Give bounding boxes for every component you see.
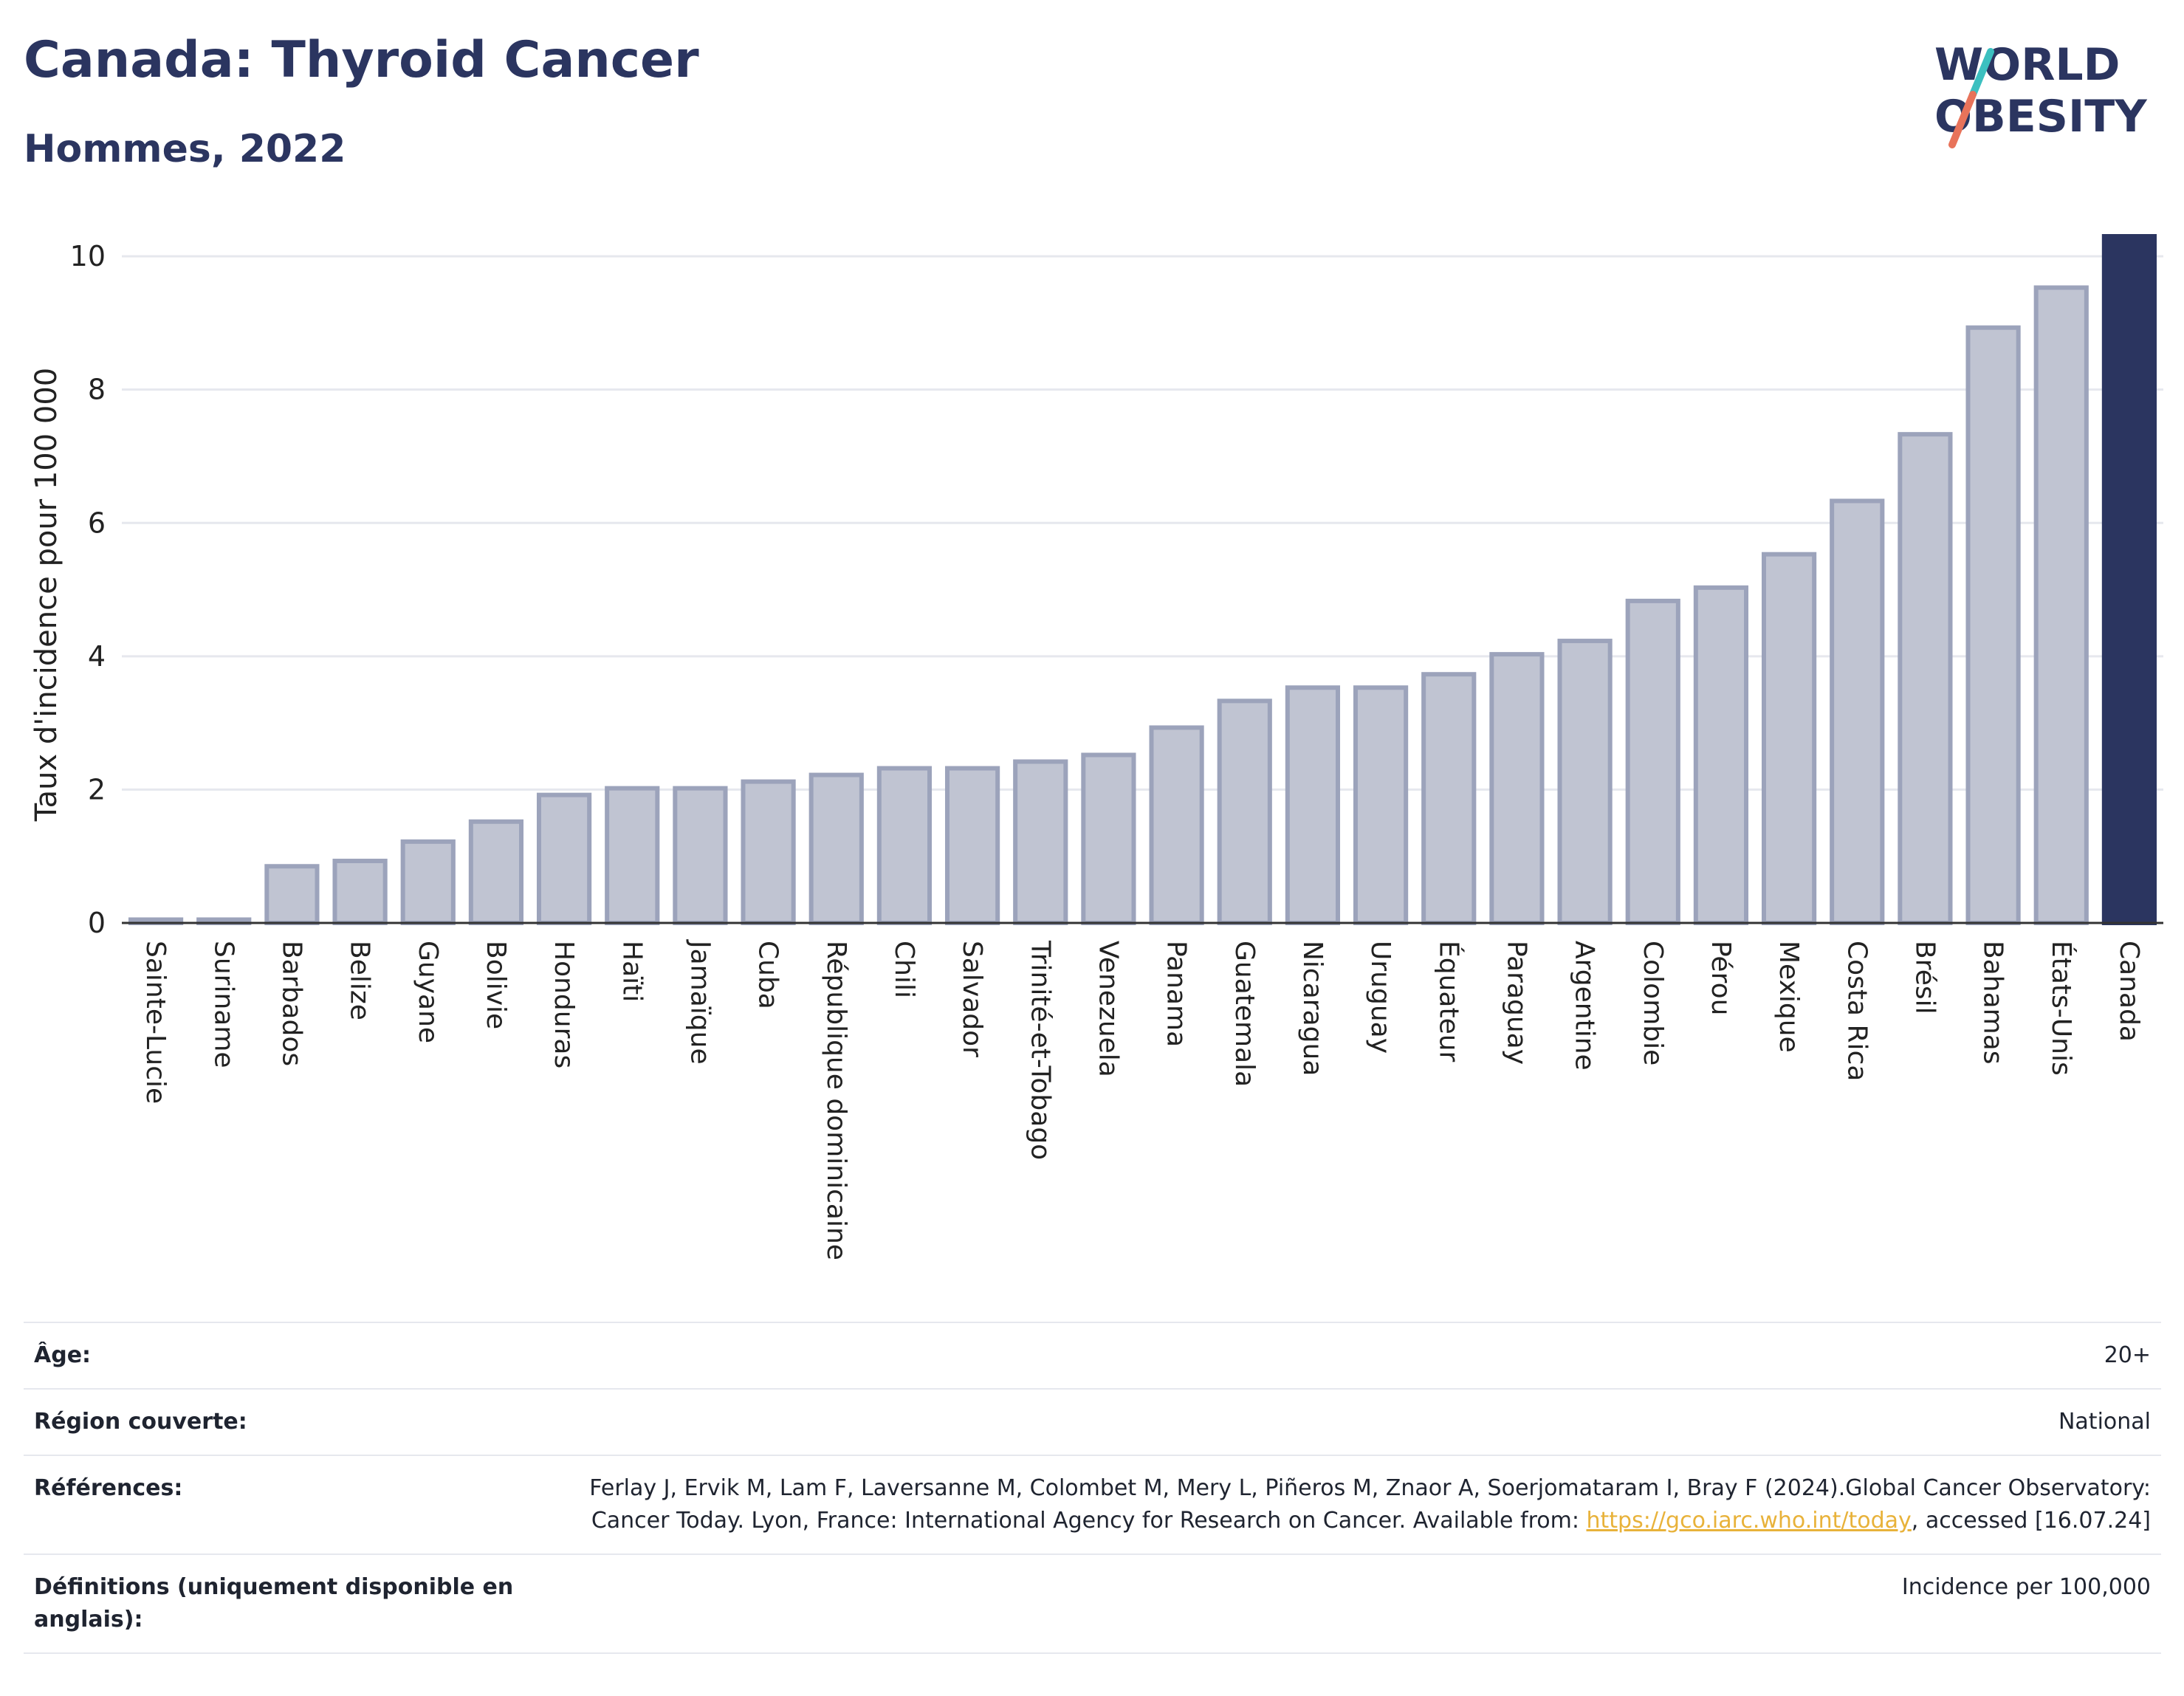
x-tick-label: Cuba — [753, 941, 783, 1009]
bar-Barbados — [264, 864, 320, 926]
bar-Pérou — [1693, 585, 1749, 925]
x-tick-label: Trinité-et-Tobago — [1025, 940, 1055, 1160]
x-tick-label: Belize — [345, 941, 375, 1020]
bar-Argentine — [1557, 639, 1613, 925]
bar-Guyane — [400, 839, 456, 926]
x-tick-label: Colombie — [1638, 941, 1668, 1065]
x-tick-label: Honduras — [549, 941, 579, 1068]
y-tick-labels: 0 2 4 6 8 10 — [70, 240, 106, 939]
x-tick-label: Sainte-Lucie — [140, 941, 171, 1104]
x-tick-label: Suriname — [208, 941, 238, 1068]
x-tick-label: Salvador — [957, 941, 987, 1057]
metadata-table: Âge: 20+ Région couverte: National Référ… — [24, 1322, 2161, 1654]
y-tick-label: 8 — [88, 374, 106, 406]
bar-Nicaragua — [1285, 685, 1341, 925]
x-tick-label: Costa Rica — [1841, 941, 1872, 1081]
meta-definitions-label: Définitions (uniquement disponible en an… — [34, 1574, 514, 1633]
bar-Bolivie — [468, 819, 524, 925]
bar-Brésil — [1898, 432, 1953, 925]
meta-age-value: 20+ — [2104, 1342, 2151, 1368]
bar-Guatemala — [1217, 698, 1272, 925]
bar-Panama — [1149, 725, 1204, 925]
x-tick-label: Bolivie — [481, 941, 511, 1029]
bar-Colombie — [1625, 598, 1680, 925]
bar-Honduras — [536, 792, 592, 925]
x-tick-label: Venezuela — [1093, 941, 1123, 1077]
bar-chart: 0 2 4 6 8 10 Sainte-Lucie Suriname Barbados Beli… — [30, 234, 2163, 1260]
x-tick-label: Uruguay — [1365, 941, 1395, 1054]
x-tick-label: Jamaïque — [684, 939, 715, 1065]
bar-Équateur — [1421, 672, 1477, 925]
bar-Trinité-et-Tobago — [1013, 759, 1068, 925]
bar-Cuba — [741, 779, 796, 925]
references-link[interactable]: https://gco.iarc.who.int/today — [1586, 1508, 1912, 1534]
bar-Haïti — [605, 786, 660, 925]
bars — [128, 234, 2157, 926]
meta-row-references: Références: Ferlay J, Ervik M, Lam F, La… — [24, 1455, 2161, 1553]
meta-references-value: Ferlay J, Ervik M, Lam F, Laversanne M, … — [563, 1472, 2151, 1537]
bar-Chili — [876, 766, 933, 926]
references-accessed: , accessed [16.07.24] — [1911, 1508, 2151, 1534]
meta-definitions-value: Incidence per 100,000 — [1901, 1574, 2151, 1600]
meta-row-definitions: Définitions (uniquement disponible en an… — [24, 1553, 2161, 1654]
bar-Venezuela — [1081, 752, 1136, 925]
gridlines — [122, 255, 2163, 791]
x-tick-label: Bahamas — [1978, 941, 2008, 1065]
y-tick-label: 2 — [88, 773, 106, 806]
bar-Costa Rica — [1830, 498, 1885, 925]
chart-title: Canada: Thyroid Cancer — [24, 31, 699, 89]
x-tick-label: États-Unis — [2046, 941, 2077, 1076]
references-text: Ferlay J, Ervik M, Lam F, Laversanne M, … — [589, 1475, 2151, 1534]
logo-word-1: WORLD — [1934, 39, 2120, 91]
meta-region-value: National — [2058, 1409, 2151, 1435]
x-tick-label: Brésil — [1909, 941, 1940, 1014]
logo-slash-teal — [1969, 48, 1994, 98]
y-tick-label: 10 — [70, 240, 106, 272]
bar-République dominicaine — [808, 772, 864, 926]
bar-Paraguay — [1489, 652, 1545, 925]
bar-Bahamas — [1965, 325, 2021, 925]
x-tick-label: Nicaragua — [1297, 941, 1328, 1076]
bar-Belize — [332, 859, 388, 925]
bar-Mexique — [1761, 552, 1817, 925]
x-tick-label: Mexique — [1773, 941, 1804, 1053]
meta-row-region: Région couverte: National — [24, 1388, 2161, 1455]
logo-slash-coral — [1948, 91, 1977, 148]
x-tick-label: Guatemala — [1229, 941, 1260, 1087]
y-tick-label: 0 — [88, 907, 106, 939]
x-tick-label: Argentine — [1570, 941, 1600, 1071]
y-tick-label: 6 — [88, 507, 106, 539]
meta-age-label: Âge: — [34, 1342, 92, 1368]
bar-Uruguay — [1353, 685, 1409, 925]
bar-États-Unis — [2033, 285, 2089, 925]
x-tick-label: Pérou — [1706, 941, 1736, 1015]
world-obesity-logo: WORLD OBESITY — [1934, 39, 2148, 148]
meta-references-label: Références: — [34, 1475, 183, 1501]
x-tick-label: Canada — [2114, 941, 2144, 1042]
x-tick-label: Chili — [889, 941, 919, 998]
x-tick-labels: Sainte-Lucie Suriname Barbados Belize Guyane… — [140, 939, 2144, 1260]
bar-Canada — [2101, 234, 2157, 925]
x-tick-label: Équateur — [1433, 941, 1464, 1062]
x-tick-label: Panama — [1161, 941, 1192, 1047]
bar-Jamaïque — [673, 786, 728, 925]
x-tick-label: Guyane — [413, 941, 443, 1043]
meta-region-label: Région couverte: — [34, 1409, 247, 1435]
x-tick-label: Barbados — [276, 941, 306, 1066]
y-tick-label: 4 — [88, 640, 106, 673]
chart-subtitle: Hommes, 2022 — [24, 127, 346, 171]
x-tick-label: République dominicaine — [821, 941, 851, 1260]
x-tick-label: Haïti — [617, 941, 647, 1002]
y-axis-label: Taux d'incidence pour 100 000 — [30, 368, 63, 822]
meta-row-age: Âge: 20+ — [24, 1322, 2161, 1388]
bar-Salvador — [944, 766, 1000, 926]
x-tick-label: Paraguay — [1501, 941, 1531, 1065]
